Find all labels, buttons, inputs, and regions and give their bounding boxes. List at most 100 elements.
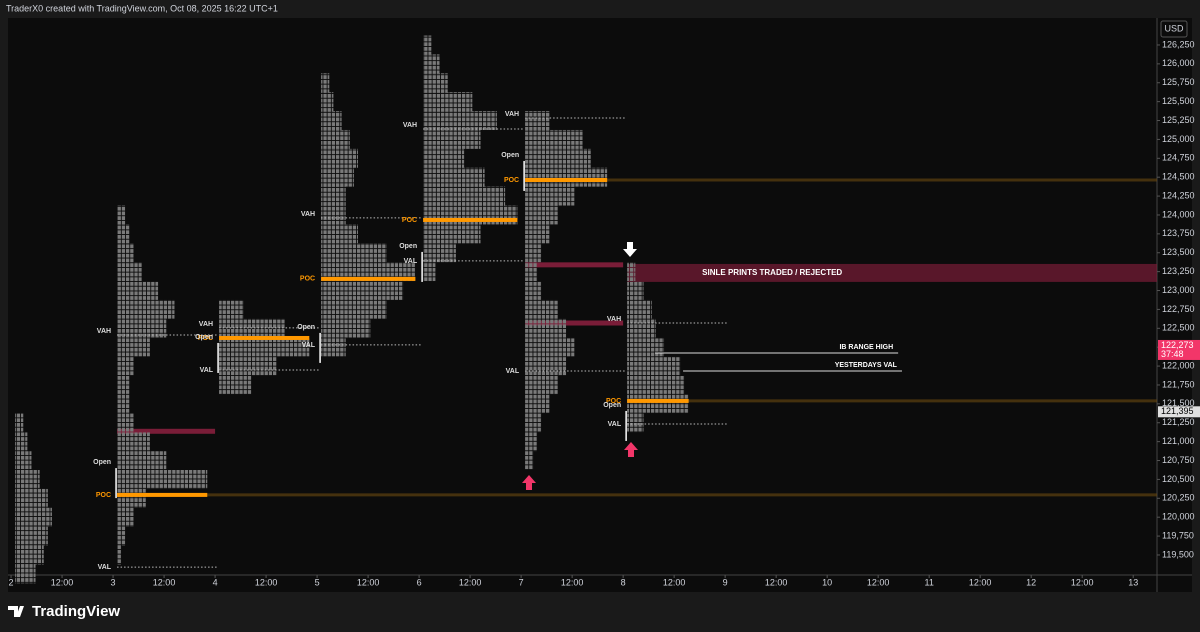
x-tick-label: 5: [315, 577, 320, 587]
x-tick-label: 12:00: [663, 577, 686, 587]
y-tick-label: 124,000: [1162, 209, 1195, 219]
profile-row: [321, 262, 416, 282]
level-label: POC: [402, 217, 417, 224]
profile-row: [525, 262, 538, 282]
profile-row: [117, 205, 126, 225]
x-tick-label: 6: [417, 577, 422, 587]
profile-row: [117, 526, 126, 546]
level-label: VAL: [98, 564, 112, 571]
level-label: Open: [195, 334, 213, 341]
profile-row: [321, 111, 342, 130]
profile-row: [525, 148, 591, 168]
level-label: VAL: [608, 421, 622, 428]
profile-row: [423, 167, 485, 187]
level-label: Open: [603, 402, 621, 409]
poc-line: [627, 398, 689, 403]
y-tick-label: 122,500: [1162, 323, 1195, 333]
profile-row: [525, 432, 538, 452]
y-tick-label: 120,750: [1162, 455, 1195, 465]
y-tick-label: 123,500: [1162, 247, 1195, 257]
y-tick-label: 119,500: [1162, 549, 1194, 559]
profile-row: [117, 262, 142, 282]
profile-row: [627, 318, 656, 338]
profile-row: [423, 35, 432, 55]
arrows: [522, 242, 638, 490]
y-tick-label: 126,000: [1162, 58, 1195, 68]
profile-row: [321, 318, 371, 338]
level-label: POC: [606, 398, 621, 405]
profile-row: [423, 111, 497, 130]
profile-row: [525, 318, 567, 338]
y-tick-label: 123,750: [1162, 228, 1195, 238]
profile-row: [15, 507, 52, 527]
profile-row: [627, 337, 665, 357]
y-tick-label: 124,750: [1162, 153, 1195, 163]
profile-row: [525, 167, 608, 187]
profile-row: [15, 545, 44, 565]
profile-row: [321, 167, 354, 187]
profile-row: [117, 299, 175, 319]
poc-line: [219, 335, 310, 340]
band-label: SINLE PRINTS TRADED / REJECTED: [702, 268, 842, 277]
level-label: Open: [399, 243, 417, 250]
x-tick-label: 12:00: [255, 577, 278, 587]
x-tick-label: 12:00: [51, 577, 74, 587]
x-tick-label: 3: [111, 577, 116, 587]
profile-row: [525, 413, 542, 433]
x-tick-label: 12:00: [459, 577, 482, 587]
profile-row: [321, 281, 404, 300]
price-label-box: [1158, 339, 1200, 360]
profile-row: [525, 375, 558, 395]
level-label: VAH: [607, 316, 621, 323]
profile-row: [321, 73, 330, 93]
y-tick-label: 125,250: [1162, 115, 1195, 125]
logo: TradingView: [8, 603, 120, 620]
profile-row: [423, 73, 448, 93]
profile-row: [117, 337, 150, 357]
y-tick-label: 123,000: [1162, 285, 1195, 295]
profile-row: [117, 224, 130, 244]
level-label: Open: [297, 324, 315, 331]
level-label: POC: [504, 177, 519, 184]
level-label: POC: [300, 276, 315, 283]
profile-row: [117, 545, 122, 565]
currency-box: [1160, 20, 1188, 38]
arrow-up: [624, 442, 638, 457]
poc-line: [321, 276, 416, 281]
level-label: VAH: [403, 122, 417, 129]
x-tick-label: 12:00: [969, 577, 992, 587]
profile-row: [423, 148, 465, 168]
profile-row: [219, 337, 310, 357]
profile-row: [15, 469, 40, 489]
profile-row: [627, 281, 644, 300]
profile-row: [117, 413, 134, 433]
profile-row: [627, 375, 685, 395]
level-label: VAH: [97, 328, 111, 335]
profile-row: [321, 186, 346, 206]
level-label: VAL: [506, 368, 520, 375]
profile-row: [423, 92, 473, 112]
poc-line: [117, 492, 208, 497]
y-tick-label: 125,750: [1162, 77, 1195, 87]
x-tick-label: 8: [621, 577, 626, 587]
y-tick-label: 120,000: [1162, 512, 1195, 522]
x-tick-label: 12:00: [765, 577, 788, 587]
y-tick-label: 119,750: [1162, 530, 1194, 540]
level-label: VAL: [404, 258, 418, 265]
profile-row: [321, 243, 387, 263]
level-label: Open: [501, 152, 519, 159]
plot: 119,500 119,750 120,000 120,250 120,500 120,7…: [9, 35, 1200, 587]
profile-row: [321, 92, 334, 112]
profile-row: [15, 564, 36, 584]
single-print-band: [627, 263, 1157, 282]
profile-row: [627, 262, 636, 282]
profile-row: [117, 243, 134, 263]
profile-row: [117, 507, 134, 527]
poc-line: [525, 177, 608, 182]
profile-row: [321, 337, 346, 357]
profile-row: [525, 243, 542, 263]
profile-row: [525, 186, 575, 206]
y-tick-label: 122,750: [1162, 304, 1195, 314]
profile-row: [321, 205, 346, 225]
